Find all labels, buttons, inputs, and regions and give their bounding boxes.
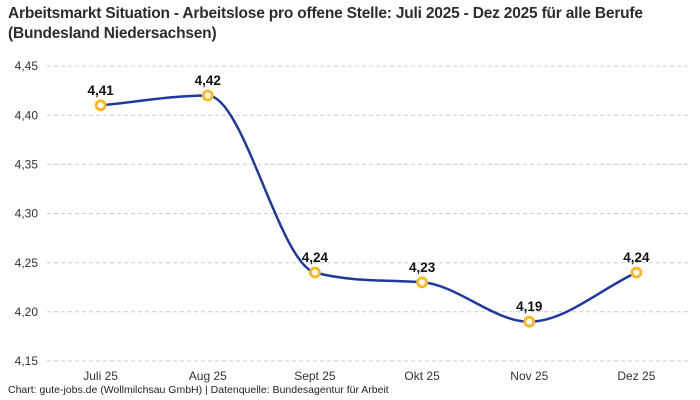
x-axis-tick-label: Sept 25 xyxy=(294,369,336,383)
y-axis-tick-label: 4,20 xyxy=(15,305,39,319)
data-point-marker xyxy=(308,266,321,279)
x-axis-tick-label: Juli 25 xyxy=(83,369,118,383)
y-axis-tick-label: 4,40 xyxy=(15,108,39,122)
y-axis-tick-label: 4,25 xyxy=(15,256,39,270)
x-axis-tick-label: Aug 25 xyxy=(189,369,227,383)
data-point-marker xyxy=(201,89,214,102)
x-axis-tick-label: Nov 25 xyxy=(510,369,548,383)
data-point-label: 4,24 xyxy=(623,250,650,265)
chart-title: Arbeitsmarkt Situation - Arbeitslose pro… xyxy=(8,5,643,43)
data-point-marker xyxy=(523,315,536,328)
y-axis-tick-label: 4,15 xyxy=(15,354,39,368)
data-point-marker xyxy=(416,276,429,289)
data-point-marker xyxy=(94,99,107,112)
data-point-label: 4,23 xyxy=(409,260,436,275)
data-point-label: 4,42 xyxy=(195,73,221,88)
data-point-label: 4,24 xyxy=(302,250,329,265)
y-axis-tick-label: 4,30 xyxy=(15,207,39,221)
data-point-label: 4,19 xyxy=(516,299,542,314)
x-axis-tick-label: Dez 25 xyxy=(617,369,655,383)
data-line xyxy=(99,94,638,323)
y-axis-tick-label: 4,35 xyxy=(15,158,39,172)
x-axis-tick-label: Okt 25 xyxy=(404,369,440,383)
data-point-label: 4,41 xyxy=(87,83,114,98)
data-point-marker xyxy=(630,266,643,279)
y-axis-tick-label: 4,45 xyxy=(15,59,39,73)
chart-source-credit: Chart: gute-jobs.de (Wollmilchsau GmbH) … xyxy=(8,384,389,396)
